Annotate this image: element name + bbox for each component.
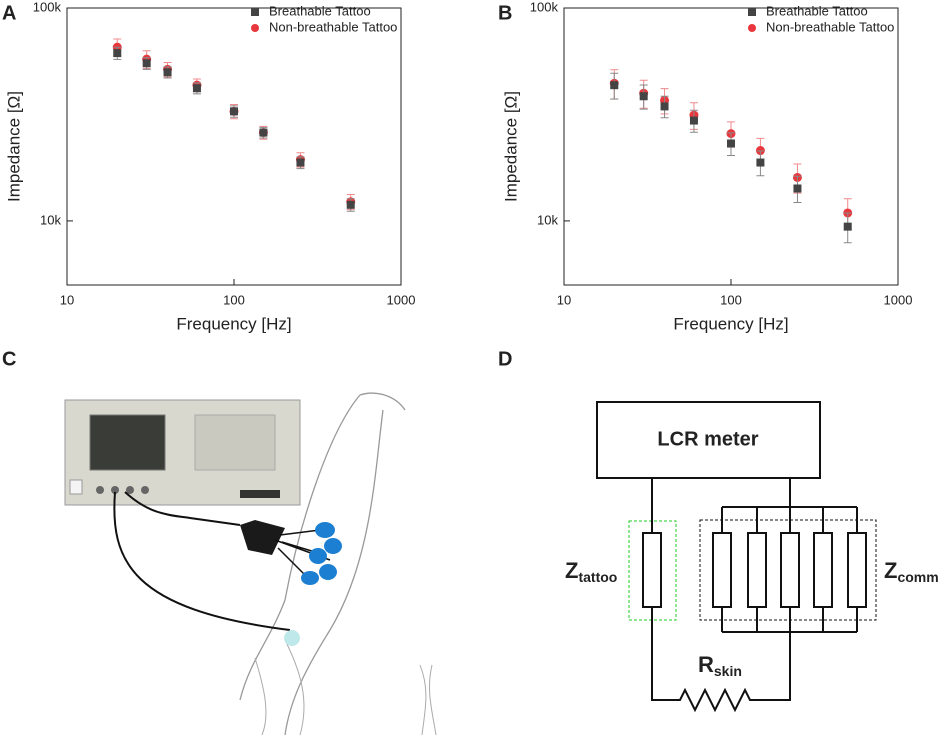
x-tick-label: 100	[720, 292, 742, 307]
point	[843, 222, 852, 231]
subscript: comm	[897, 569, 938, 585]
point	[259, 128, 268, 137]
instrument-screen	[89, 414, 166, 471]
resistor	[642, 532, 662, 608]
instrument-keypad	[194, 414, 276, 471]
connector	[126, 486, 134, 494]
comm-box	[699, 519, 877, 621]
point	[610, 81, 619, 90]
point	[230, 107, 238, 116]
point	[142, 59, 151, 68]
x-tick-label: 1000	[387, 292, 416, 307]
legend-label: Breathable Tattoo	[766, 3, 868, 18]
instrument-switch	[69, 479, 83, 495]
x-tick-label: 10	[557, 292, 571, 307]
body-outline	[419, 664, 437, 736]
y-tick-label: 100k	[530, 0, 559, 14]
x-tick-label: 100	[223, 292, 245, 307]
x-tick-label: 1000	[884, 292, 913, 307]
x-axis-label: Frequency [Hz]	[176, 314, 291, 333]
symbol: Z	[565, 558, 578, 583]
arm-outline	[239, 392, 406, 736]
tattoo-box	[628, 520, 677, 621]
y-axis-label: Impedance [Ω]	[501, 91, 520, 202]
connector	[111, 486, 119, 494]
legend-marker	[748, 24, 756, 32]
point	[689, 116, 698, 125]
point	[296, 158, 305, 167]
lcr-label: LCR meter	[657, 428, 758, 450]
legend-marker	[748, 8, 756, 16]
panel-label: A	[2, 2, 16, 24]
setup-illustration	[64, 392, 437, 736]
hand-outline	[254, 639, 305, 736]
y-tick-label: 100k	[33, 0, 62, 14]
point	[756, 158, 765, 167]
point	[793, 184, 802, 193]
y-axis-label: Impedance [Ω]	[4, 91, 23, 202]
z-tattoo: Ztattoo	[565, 558, 617, 585]
lcr-box	[596, 401, 821, 479]
panel-label: C	[2, 348, 16, 370]
symbol: Z	[884, 558, 897, 583]
x-tick-label: 10	[60, 292, 74, 307]
point	[113, 49, 122, 58]
connector-hub	[240, 520, 285, 555]
instrument-slot	[240, 490, 280, 498]
z-comm: Zcomm	[884, 558, 939, 585]
resistor	[813, 532, 833, 608]
legend-marker	[251, 24, 259, 32]
resistor	[712, 532, 732, 608]
cable	[113, 491, 291, 631]
legend-label: Breathable Tattoo	[269, 3, 371, 18]
resistor	[747, 532, 767, 608]
subscript: skin	[714, 663, 742, 679]
wires	[651, 478, 858, 713]
lead-wires	[274, 529, 331, 576]
electrodes	[301, 522, 342, 585]
legend-label: Non-breathable Tattoo	[766, 19, 894, 34]
legend-marker	[251, 8, 259, 16]
point	[727, 139, 735, 148]
resistor	[847, 532, 867, 608]
point	[163, 68, 172, 77]
point	[346, 200, 355, 209]
subscript: tattoo	[578, 569, 617, 585]
connector	[141, 486, 149, 494]
symbol: R	[698, 652, 714, 677]
point	[639, 92, 648, 101]
counter-electrode	[284, 630, 300, 646]
panel-label: B	[498, 2, 512, 24]
circuit: LCR meter Ztattoo Zcomm Rskin	[565, 401, 939, 713]
connector	[96, 486, 104, 494]
x-axis-label: Frequency [Hz]	[673, 314, 788, 333]
r-skin: Rskin	[698, 652, 742, 679]
point	[660, 102, 669, 111]
panel-label: D	[498, 348, 512, 370]
y-tick-label: 10k	[40, 212, 61, 227]
point	[192, 84, 201, 93]
y-tick-label: 10k	[537, 212, 558, 227]
legend-label: Non-breathable Tattoo	[269, 19, 397, 34]
resistor	[780, 532, 800, 608]
